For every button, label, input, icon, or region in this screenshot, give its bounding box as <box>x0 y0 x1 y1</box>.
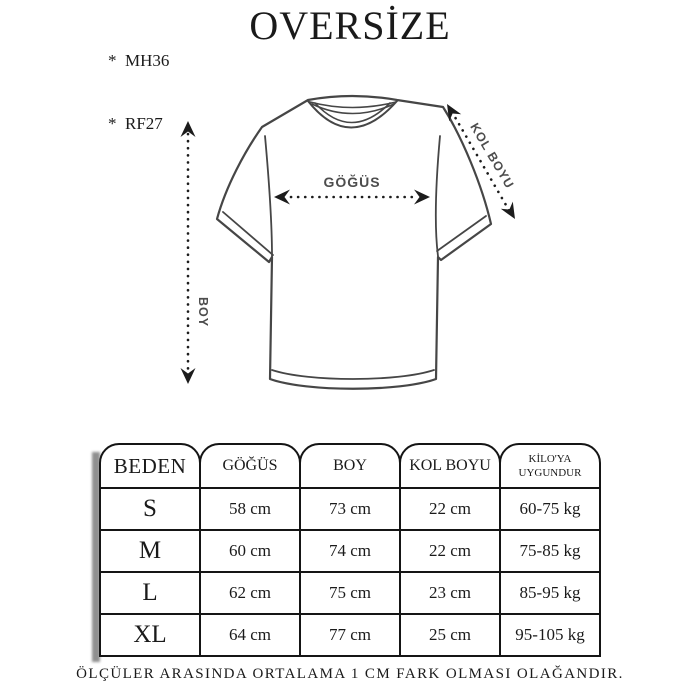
cell-chest: 62 cm <box>199 571 301 615</box>
size-table: BEDEN GÖĞÜS BOY KOL BOYU KİLO'YA UYGUNDU… <box>99 443 601 657</box>
col-header-chest: GÖĞÜS <box>199 443 301 489</box>
measurement-disclaimer: ÖLÇÜLER ARASINDA ORTALAMA 1 CM FARK OLMA… <box>76 666 624 682</box>
cell-chest: 58 cm <box>199 487 301 531</box>
arrowhead-left-icon <box>274 189 290 205</box>
col-header-size: BEDEN <box>99 443 201 489</box>
cell-size: L <box>99 571 201 615</box>
length-label: BOY <box>196 297 210 327</box>
cell-size: XL <box>99 613 201 657</box>
arrowhead-upleft-icon <box>447 104 462 122</box>
table-row-s: S 58 cm 73 cm 22 cm 60-75 kg <box>99 487 601 531</box>
cell-weight: 75-85 kg <box>499 529 601 573</box>
cell-length: 75 cm <box>299 571 401 615</box>
col-header-weight: KİLO'YA UYGUNDUR <box>499 443 601 489</box>
cell-length: 74 cm <box>299 529 401 573</box>
cell-chest: 64 cm <box>199 613 301 657</box>
table-left-shadow <box>92 452 100 662</box>
cell-weight: 60-75 kg <box>499 487 601 531</box>
length-arrow <box>180 121 196 384</box>
cell-size: M <box>99 529 201 573</box>
chest-label: GÖĞÜS <box>323 173 380 190</box>
cell-weight: 85-95 kg <box>499 571 601 615</box>
product-code-1: * MH36 <box>108 51 170 70</box>
table-row-xl: XL 64 cm 77 cm 25 cm 95-105 kg <box>99 613 601 657</box>
table-row-m: M 60 cm 74 cm 22 cm 75-85 kg <box>99 529 601 573</box>
sleeve-arrow <box>447 104 515 219</box>
tshirt-outline <box>215 94 493 390</box>
arrowhead-up-icon <box>180 121 196 137</box>
arrowhead-downright-icon <box>500 201 515 219</box>
cell-weight: 95-105 kg <box>499 613 601 657</box>
table-header-row: BEDEN GÖĞÜS BOY KOL BOYU KİLO'YA UYGUNDU… <box>99 443 601 489</box>
cell-length: 73 cm <box>299 487 401 531</box>
cell-chest: 60 cm <box>199 529 301 573</box>
product-code-2: * RF27 <box>108 114 163 133</box>
tshirt-collar <box>307 100 398 129</box>
arrowhead-down-icon <box>180 368 196 384</box>
cell-length: 77 cm <box>299 613 401 657</box>
tshirt-seam-lines <box>222 135 487 380</box>
col-header-length: BOY <box>299 443 401 489</box>
col-header-sleeve: KOL BOYU <box>399 443 501 489</box>
cell-size: S <box>99 487 201 531</box>
table-row-l: L 62 cm 75 cm 23 cm 85-95 kg <box>99 571 601 615</box>
cell-sleeve: 23 cm <box>399 571 501 615</box>
cell-sleeve: 22 cm <box>399 529 501 573</box>
chest-arrow <box>274 189 430 205</box>
cell-sleeve: 22 cm <box>399 487 501 531</box>
product-codes: * MH36 * RF27 <box>108 8 169 155</box>
cell-sleeve: 25 cm <box>399 613 501 657</box>
tshirt-measurement-diagram: GÖĞÜS BOY KOL BOYU <box>180 94 517 390</box>
arrowhead-right-icon <box>414 189 430 205</box>
page-title: OVERSİZE <box>249 3 451 48</box>
